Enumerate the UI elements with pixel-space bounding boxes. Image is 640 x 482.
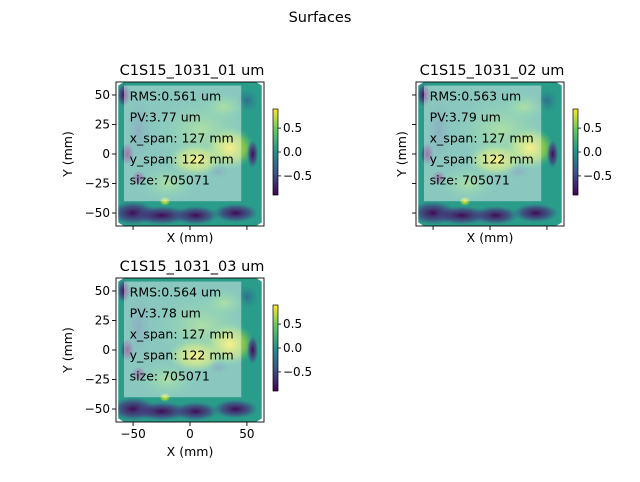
subplot-1: RMS:0.561 um PV:3.77 um x_span: 127 mm y_sp…: [60, 63, 312, 245]
x-axis-label: X (mm): [167, 230, 214, 245]
stats-text: y_span: 122 mm: [430, 152, 534, 167]
colorbar-tick-label: −0.5: [283, 169, 312, 183]
colorbar-tick-label: 0.5: [583, 121, 602, 135]
colorbar-tick-label: 0.0: [583, 145, 602, 159]
stats-text: size: 705071: [130, 173, 210, 188]
stats-text: RMS:0.564 um: [130, 285, 221, 300]
stats-text: RMS:0.561 um: [130, 89, 221, 104]
stats-text: size: 705071: [430, 173, 510, 188]
y-tick-label: 50: [95, 88, 110, 102]
y-tick-label: −25: [85, 177, 110, 191]
stats-text: PV:3.77 um: [130, 110, 201, 125]
surface-map: [418, 82, 562, 226]
y-tick-label: 0: [102, 343, 110, 357]
stats-text: size: 705071: [130, 369, 210, 384]
y-tick-label: 50: [95, 284, 110, 298]
colorbar: [272, 304, 279, 392]
x-axis-label: X (mm): [167, 444, 214, 459]
y-tick-label: −25: [85, 373, 110, 387]
subplot-title: C1S15_1031_03 um: [120, 259, 265, 275]
x-axis-label: X (mm): [467, 230, 514, 245]
stats-box: [123, 281, 242, 398]
y-axis-label: Y (mm): [394, 131, 409, 178]
colorbar-tick-label: 0.5: [283, 317, 302, 331]
y-tick-label: 25: [95, 117, 110, 131]
y-tick-label: 0: [102, 147, 110, 161]
stats-box: [423, 85, 542, 202]
subplot-3: RMS:0.564 um PV:3.78 um x_span: 127 mm y_sp…: [60, 259, 312, 459]
y-tick-label: −50: [85, 206, 110, 220]
colorbar: [572, 108, 579, 196]
stats-text: y_span: 122 mm: [130, 348, 234, 363]
subplot-title: C1S15_1031_01 um: [120, 63, 265, 79]
stats-text: PV:3.78 um: [130, 306, 201, 321]
surface-map: [118, 82, 262, 226]
surface-map: [118, 278, 262, 422]
stats-box: [123, 85, 242, 202]
subplot-title: C1S15_1031_02 um: [420, 63, 565, 79]
colorbar: [272, 108, 279, 196]
y-tick-label: −50: [85, 402, 110, 416]
stats-text: y_span: 122 mm: [130, 152, 234, 167]
x-tick-label: −50: [120, 427, 145, 441]
stats-text: RMS:0.563 um: [430, 89, 521, 104]
x-tick-label: 50: [239, 427, 254, 441]
figure-title: Surfaces: [289, 10, 352, 26]
stats-text: x_span: 127 mm: [430, 131, 534, 146]
colorbar-tick-label: 0.0: [283, 145, 302, 159]
y-axis-label: Y (mm): [60, 327, 75, 374]
stats-text: x_span: 127 mm: [130, 327, 234, 342]
y-axis-label: Y (mm): [60, 131, 75, 178]
y-tick-label: 25: [95, 313, 110, 327]
colorbar-tick-label: 0.5: [283, 121, 302, 135]
colorbar-tick-label: −0.5: [283, 365, 312, 379]
stats-text: PV:3.79 um: [430, 110, 501, 125]
x-tick-label: 0: [186, 427, 194, 441]
colorbar-tick-label: −0.5: [583, 169, 612, 183]
stats-text: x_span: 127 mm: [130, 131, 234, 146]
subplot-2: RMS:0.563 um PV:3.79 um x_span: 127 mm y_sp…: [394, 63, 612, 245]
colorbar-tick-label: 0.0: [283, 341, 302, 355]
